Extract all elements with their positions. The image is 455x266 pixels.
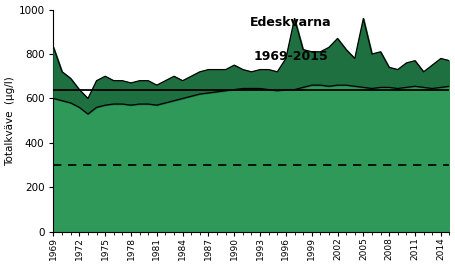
Text: 1969-2015: 1969-2015 bbox=[254, 49, 329, 63]
Y-axis label: Totalkväve  (µg/l): Totalkväve (µg/l) bbox=[5, 76, 15, 166]
Text: Edeskvarna: Edeskvarna bbox=[250, 16, 332, 29]
